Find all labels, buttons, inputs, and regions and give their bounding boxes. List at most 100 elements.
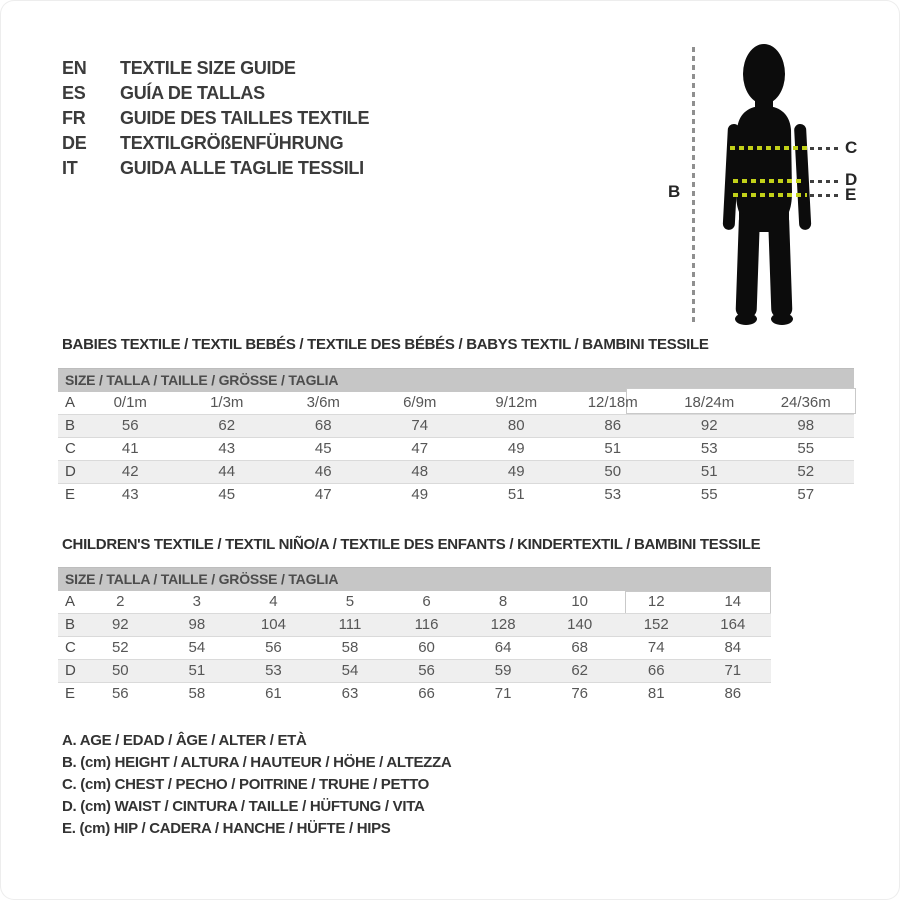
- table-cell: 24/36m: [780, 394, 831, 411]
- table-cell: 43: [218, 440, 236, 457]
- table-cell: 98: [188, 616, 206, 633]
- table-cell: 59: [494, 662, 512, 679]
- table-cell: 0/1m: [113, 394, 147, 411]
- table-cell: 81: [647, 685, 665, 702]
- table-cell: 45: [218, 486, 236, 503]
- table-cell: 44: [218, 463, 236, 480]
- table-cell: 51: [700, 463, 718, 480]
- table-cell: 71: [494, 685, 512, 702]
- table-cell: 84: [724, 639, 742, 656]
- row-label: D: [65, 463, 76, 480]
- babies-size-table: SIZE / TALLA / TAILLE / GRÖSSE / TAGLIA …: [58, 368, 854, 506]
- table-cell: 47: [411, 440, 429, 457]
- table-cell: 66: [418, 685, 435, 702]
- table-cell: 164: [720, 616, 746, 633]
- table-cell: 80: [507, 417, 525, 434]
- table-cell: 74: [411, 417, 429, 434]
- lang-row-fr: FR GUIDE DES TAILLES TEXTILE: [62, 106, 369, 131]
- row-label: B: [65, 417, 76, 434]
- legend-height: B. (cm) HEIGHT / ALTURA / HAUTEUR / HÖHE…: [62, 754, 452, 771]
- chest-label: C: [845, 138, 858, 157]
- row-label: D: [65, 662, 76, 679]
- table-cell: 58: [341, 639, 359, 656]
- table-cell: 56: [418, 662, 435, 679]
- table-cell: 5: [345, 593, 355, 610]
- waist-label: D: [845, 170, 858, 189]
- table-cell: 55: [700, 486, 718, 503]
- language-title-list: EN TEXTILE SIZE GUIDE ES GUÍA DE TALLAS …: [62, 56, 369, 181]
- table-cell: 2: [116, 593, 125, 610]
- row-label: A: [65, 394, 76, 411]
- size-header-row: SIZE / TALLA / TAILLE / GRÖSSE / TAGLIA: [58, 568, 771, 591]
- lang-row-it: IT GUIDA ALLE TAGLIE TESSILI: [62, 156, 369, 181]
- table-row-hip: E 56 58 61 63 66 71 76 81 86: [58, 683, 771, 705]
- lang-code: DE: [62, 133, 87, 153]
- row-label: C: [65, 440, 76, 457]
- table-cell: 140: [567, 616, 593, 633]
- row-label: C: [65, 639, 76, 656]
- table-cell: 61: [265, 685, 282, 702]
- table-cell: 8: [498, 593, 508, 610]
- table-cell: 53: [604, 486, 622, 503]
- table-cell: 53: [700, 440, 718, 457]
- measurement-legend: A. AGE / EDAD / ÂGE / ALTER / ETÀ B. (cm…: [62, 730, 452, 840]
- table-row-waist: D 42 44 46 48 49 50 51 52: [58, 461, 854, 484]
- table-row-age: A 0/1m 1/3m 3/6m 6/9m 9/12m 12/18m 18/24…: [58, 392, 854, 415]
- table-cell: 68: [571, 639, 588, 656]
- lang-title: TEXTILE SIZE GUIDE: [120, 58, 296, 78]
- table-cell: 111: [338, 616, 362, 633]
- table-cell: 92: [700, 417, 718, 434]
- table-cell: 14: [724, 593, 742, 610]
- row-label: E: [65, 486, 76, 503]
- table-cell: 41: [121, 440, 139, 457]
- waist-leader-line: [810, 180, 840, 183]
- table-cell: 1/3m: [210, 394, 244, 411]
- legend-waist: D. (cm) WAIST / CINTURA / TAILLE / HÜFTU…: [62, 798, 425, 815]
- chest-measure-line: [730, 146, 808, 150]
- table-cell: 12: [647, 593, 665, 610]
- table-cell: 52: [111, 639, 129, 656]
- babies-size-highlight-box: [626, 388, 856, 414]
- table-cell: 12/18m: [587, 394, 638, 411]
- lang-row-es: ES GUÍA DE TALLAS: [62, 81, 369, 106]
- table-cell: 63: [341, 685, 359, 702]
- table-cell: 54: [188, 639, 206, 656]
- table-cell: 152: [643, 616, 669, 633]
- table-cell: 64: [494, 639, 512, 656]
- table-cell: 18/24m: [684, 394, 735, 411]
- lang-code: IT: [62, 158, 78, 178]
- table-cell: 86: [604, 417, 622, 434]
- table-cell: 54: [341, 662, 359, 679]
- table-cell: 56: [121, 417, 139, 434]
- hip-leader-line: [810, 194, 840, 197]
- babies-table-title: BABIES TEXTILE / TEXTIL BEBÉS / TEXTILE …: [62, 336, 709, 353]
- table-cell: 62: [571, 662, 588, 679]
- table-row-chest: C 52 54 56 58 60 64 68 74 84: [58, 637, 771, 660]
- table-cell: 66: [647, 662, 665, 679]
- table-cell: 3: [192, 593, 202, 610]
- hip-measure-line: [733, 193, 807, 197]
- height-label: B: [668, 182, 681, 201]
- child-silhouette: [722, 44, 812, 325]
- table-cell: 128: [490, 616, 516, 633]
- children-table-title: CHILDREN'S TEXTILE / TEXTIL NIÑO/A / TEX…: [62, 536, 761, 553]
- table-cell: 76: [571, 685, 588, 702]
- table-cell: 104: [260, 616, 286, 633]
- table-cell: 57: [797, 486, 815, 503]
- table-cell: 68: [314, 417, 332, 434]
- table-cell: 6/9m: [403, 394, 437, 411]
- table-row-chest: C 41 43 45 47 49 51 53 55: [58, 438, 854, 461]
- table-cell: 56: [111, 685, 129, 702]
- table-cell: 48: [411, 463, 429, 480]
- table-cell: 9/12m: [495, 394, 538, 411]
- legend-hip: E. (cm) HIP / CADERA / HANCHE / HÜFTE / …: [62, 820, 391, 837]
- table-cell: 58: [188, 685, 206, 702]
- legend-age: A. AGE / EDAD / ÂGE / ALTER / ETÀ: [62, 732, 307, 749]
- table-cell: 98: [797, 417, 815, 434]
- lang-title: GUIDE DES TAILLES TEXTILE: [120, 108, 370, 128]
- table-cell: 51: [604, 440, 622, 457]
- hip-label: E: [845, 185, 857, 204]
- lang-title: TEXTILGRÖßENFÜHRUNG: [120, 133, 344, 153]
- table-cell: 51: [507, 486, 525, 503]
- table-cell: 10: [571, 593, 588, 610]
